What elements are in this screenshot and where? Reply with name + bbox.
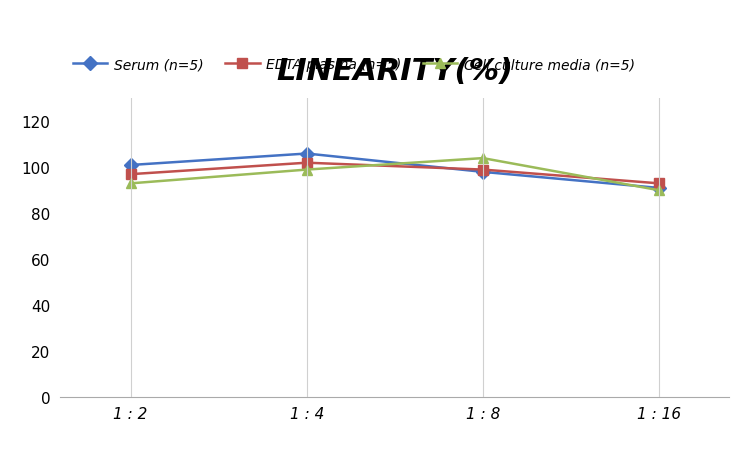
Cell culture media (n=5) [126, 181, 135, 187]
Cell culture media (n=5) [654, 188, 663, 193]
Line: Serum (n=5): Serum (n=5) [126, 149, 664, 193]
Cell culture media (n=5) [302, 167, 311, 173]
EDTA plasma (n=5) [302, 161, 311, 166]
Serum (n=5) [478, 170, 487, 175]
Serum (n=5) [654, 186, 663, 191]
EDTA plasma (n=5) [478, 167, 487, 173]
Cell culture media (n=5) [478, 156, 487, 161]
EDTA plasma (n=5) [126, 172, 135, 178]
Title: LINEARITY(%): LINEARITY(%) [276, 57, 514, 86]
Legend: Serum (n=5), EDTA plasma (n=5), Cell culture media (n=5): Serum (n=5), EDTA plasma (n=5), Cell cul… [67, 53, 641, 78]
Serum (n=5) [302, 152, 311, 157]
EDTA plasma (n=5) [654, 181, 663, 187]
Line: EDTA plasma (n=5): EDTA plasma (n=5) [126, 158, 664, 189]
Line: Cell culture media (n=5): Cell culture media (n=5) [126, 154, 664, 196]
Serum (n=5) [126, 163, 135, 168]
